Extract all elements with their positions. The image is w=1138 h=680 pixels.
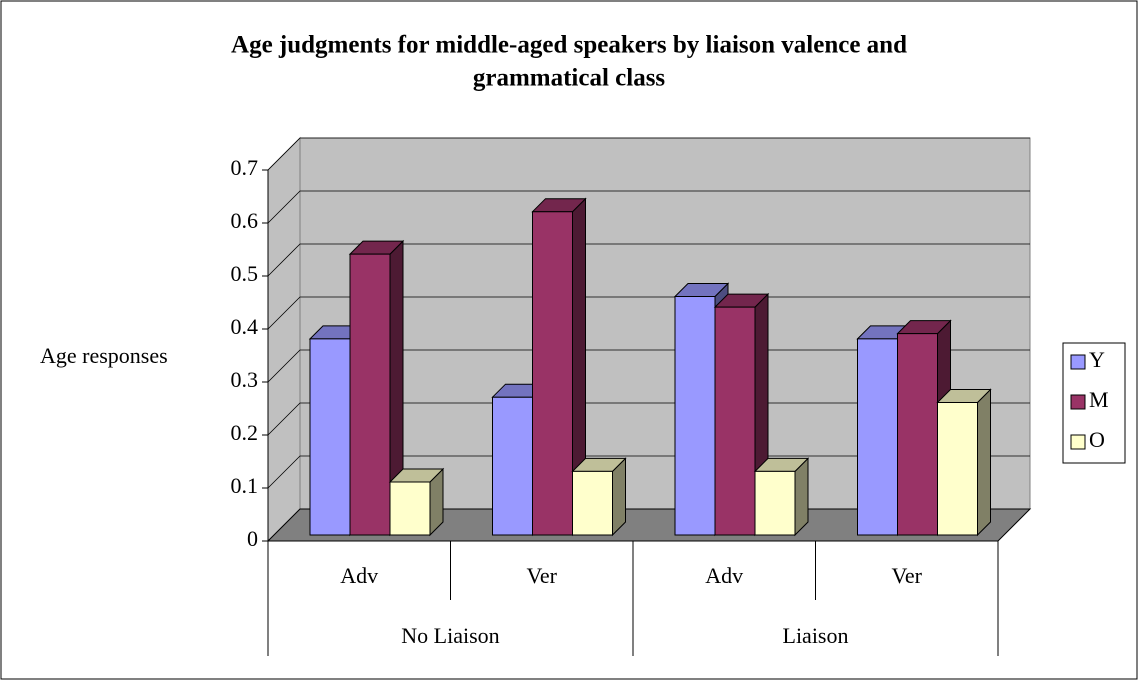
x-tick-label: Adv [340, 563, 378, 588]
group-label: Liaison [783, 623, 849, 648]
bar [571, 457, 627, 537]
legend-label: M [1089, 387, 1109, 412]
bar-front [754, 470, 796, 536]
y-tick-label: 0.2 [231, 420, 259, 445]
grid-line [267, 296, 1030, 330]
legend-swatch [1070, 354, 1086, 370]
grid-line [267, 243, 1030, 277]
bar-front [349, 253, 391, 536]
legend-label: O [1089, 427, 1105, 452]
bar-side [977, 388, 991, 537]
y-tick-label: 0.1 [231, 473, 259, 498]
bar-front [857, 338, 898, 536]
bar-front [532, 211, 573, 536]
bar-front [937, 402, 978, 536]
bar-front [572, 470, 613, 536]
bar-front [389, 481, 431, 536]
y-axis-label: Age responses [40, 343, 168, 368]
y-tick-label: 0.3 [231, 367, 259, 392]
x-tick-label: Adv [705, 563, 743, 588]
bar [936, 388, 992, 537]
x-tick-label: Ver [891, 563, 922, 588]
grid-line [267, 349, 1030, 383]
y-tick-label: 0.4 [231, 314, 259, 339]
legend-label: Y [1089, 347, 1105, 372]
legend-swatch [1070, 434, 1086, 450]
bar-front [492, 396, 533, 536]
grid-line [267, 190, 1030, 224]
grid-line [267, 455, 1030, 489]
bar-front [309, 338, 351, 536]
bar [753, 457, 810, 537]
side-wall [267, 136, 301, 543]
legend-swatch [1070, 394, 1086, 410]
y-tick-label: 0.5 [231, 261, 259, 286]
bar-front [714, 306, 756, 536]
chart-title: grammatical class [473, 65, 666, 92]
bar-front [897, 333, 938, 536]
group-label: No Liaison [401, 623, 499, 648]
chart-title: Age judgments for middle-aged speakers b… [231, 32, 907, 59]
floor [266, 508, 1032, 542]
grid-line [267, 402, 1030, 436]
y-tick-label: 0.6 [231, 208, 259, 233]
x-tick-label: Ver [526, 563, 557, 588]
bar [348, 239, 405, 537]
bar [388, 467, 445, 537]
grid-line [267, 137, 1030, 171]
y-tick-label: 0 [247, 526, 258, 551]
y-tick-label: 0.7 [231, 155, 259, 180]
bar-front [674, 296, 716, 536]
bar [531, 197, 587, 537]
